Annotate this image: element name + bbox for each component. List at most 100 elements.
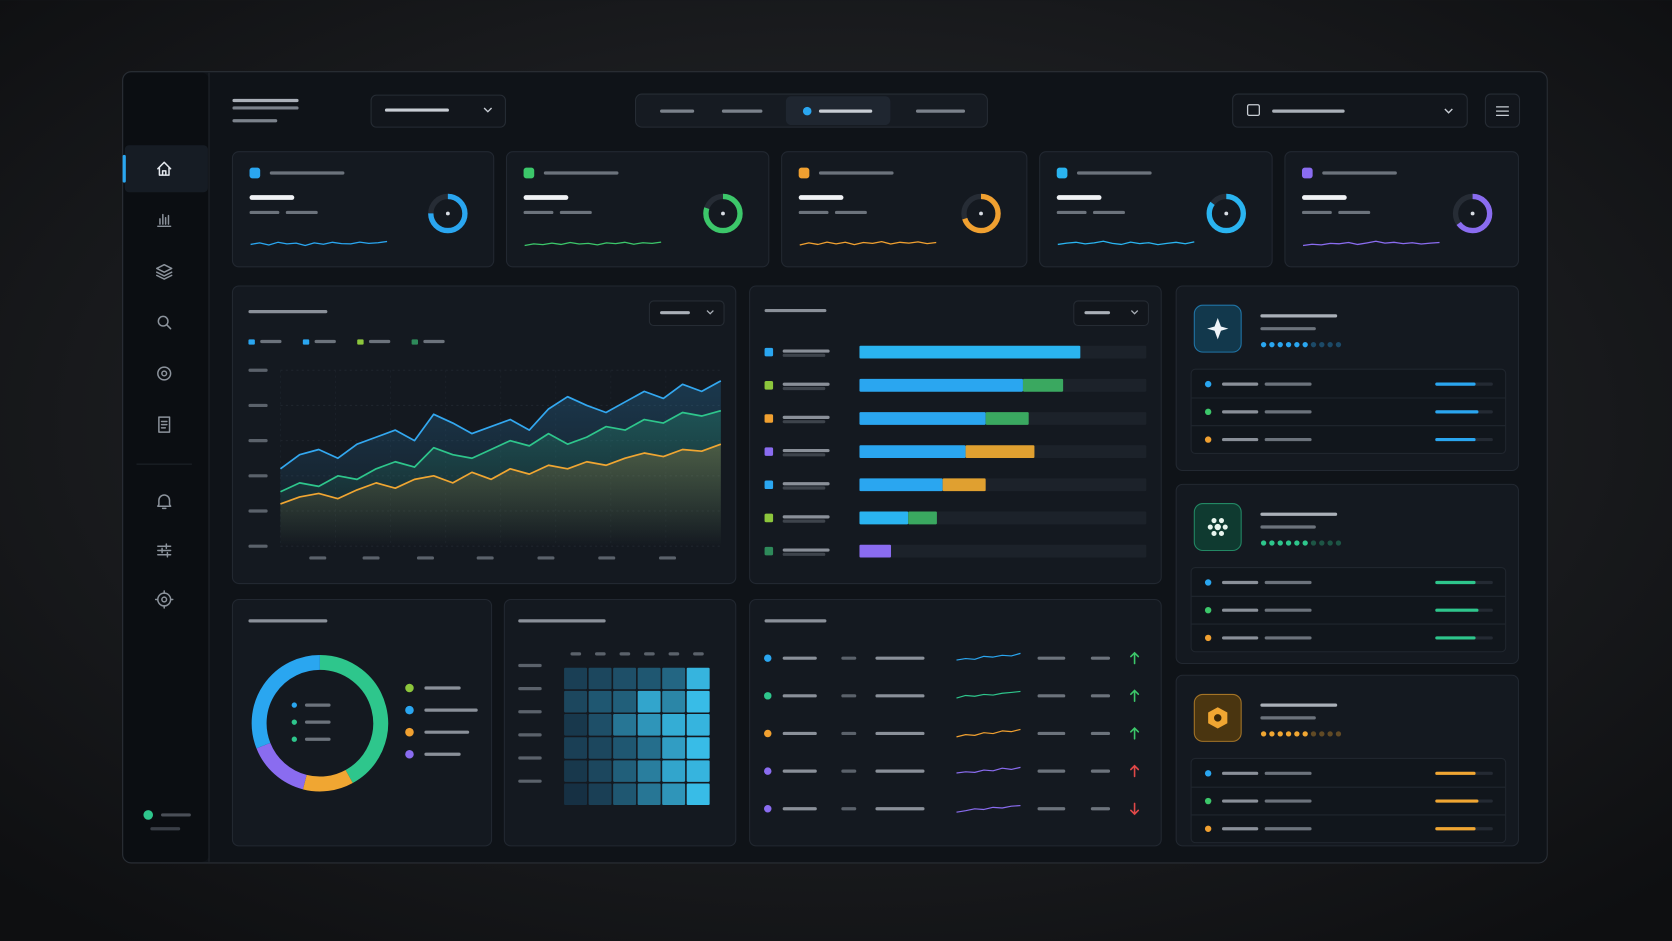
row-dot <box>764 414 774 423</box>
placeholder-text <box>721 109 763 113</box>
chevron <box>706 310 714 315</box>
heat-cell <box>686 690 710 713</box>
placeholder-text <box>1222 410 1259 414</box>
placeholder-text <box>1090 807 1111 811</box>
placeholder-text <box>1264 608 1312 612</box>
app-glyph <box>1207 318 1229 340</box>
sparkline <box>956 690 1021 699</box>
heat-cell <box>662 667 686 690</box>
nav-icon[interactable] <box>157 366 172 381</box>
placeholder-text <box>798 210 829 215</box>
row-dot <box>764 447 774 456</box>
heat-cell <box>662 783 686 806</box>
ring-center <box>1224 211 1229 216</box>
rating-dot <box>1277 731 1283 737</box>
rating-dot <box>1319 540 1325 546</box>
heat-cell <box>613 714 637 736</box>
segment-dot <box>802 106 812 116</box>
placeholder-text <box>559 210 592 215</box>
placeholder-text <box>1090 694 1111 698</box>
placeholder-text <box>384 108 449 112</box>
rating-dot <box>1335 731 1342 737</box>
heat-cell <box>686 714 710 736</box>
legend-dot <box>405 705 414 715</box>
rating-dot <box>1302 342 1308 348</box>
placeholder-text <box>1260 512 1338 516</box>
nav-icon[interactable] <box>156 263 173 280</box>
placeholder-text <box>248 439 268 443</box>
placeholder-text <box>248 619 328 623</box>
placeholder-text <box>260 339 282 344</box>
date-picker[interactable] <box>1232 93 1468 128</box>
bar <box>859 412 986 425</box>
nav-icon[interactable] <box>157 213 172 228</box>
app-glyph <box>1214 714 1222 722</box>
ring-center <box>445 211 450 216</box>
placeholder-text <box>523 195 569 200</box>
heat-cell <box>564 760 588 782</box>
rating-dot <box>1269 731 1275 737</box>
card-dot <box>798 167 810 179</box>
nav-icon[interactable] <box>157 494 172 510</box>
heat-cell <box>613 783 637 806</box>
placeholder-text <box>841 769 857 773</box>
placeholder-text <box>1222 771 1259 775</box>
rating-dot <box>1302 731 1308 737</box>
placeholder-text <box>1084 311 1111 315</box>
nav-icon[interactable] <box>157 315 172 330</box>
ring-center <box>1470 211 1475 216</box>
app-glyph <box>1211 517 1217 524</box>
row-dot <box>764 729 772 738</box>
placeholder-text <box>782 731 817 736</box>
placeholder-text <box>1037 694 1066 698</box>
placeholder-text <box>1076 171 1152 175</box>
placeholder-text <box>841 694 857 698</box>
line-series <box>280 443 722 505</box>
placeholder-text <box>841 807 857 811</box>
placeholder-text <box>248 403 268 408</box>
placeholder-text <box>1090 731 1111 736</box>
rating-dot <box>1269 540 1275 546</box>
placeholder-text <box>1338 210 1371 215</box>
icon-stroke <box>161 596 168 603</box>
list <box>1190 567 1507 653</box>
placeholder-text <box>161 813 191 817</box>
placeholder-text <box>424 730 470 734</box>
placeholder-text <box>782 482 830 486</box>
sparkline <box>1302 240 1440 247</box>
nav-icon[interactable] <box>158 416 171 433</box>
row-dot <box>1204 770 1212 777</box>
heat-cell <box>686 737 710 759</box>
placeholder-text <box>423 339 445 344</box>
nav-icon[interactable] <box>157 161 172 176</box>
calendar-icon <box>1246 104 1260 117</box>
row-dot <box>764 692 772 700</box>
nav-icon[interactable] <box>157 543 172 558</box>
heat-cell <box>686 760 710 782</box>
placeholder-text <box>518 710 542 714</box>
panel <box>781 151 1028 268</box>
bar-track <box>859 544 1147 558</box>
legend-dot <box>405 683 414 693</box>
icon-stroke <box>157 543 172 558</box>
placeholder-text <box>304 703 331 707</box>
placeholder-text <box>518 687 542 691</box>
app-glyph <box>1211 530 1217 537</box>
heat-cell <box>564 714 588 736</box>
trend-arrow <box>1130 726 1140 740</box>
placeholder-text <box>782 382 830 386</box>
placeholder-text <box>875 769 925 773</box>
placeholder-text <box>782 548 830 552</box>
card-dot <box>523 167 535 179</box>
nav-icon[interactable] <box>154 590 174 609</box>
heat-cell <box>613 667 637 690</box>
rating-dot <box>1302 540 1308 546</box>
placeholder-text <box>1322 171 1397 175</box>
dropdown[interactable] <box>1073 300 1149 327</box>
trend-arrow <box>1130 651 1140 665</box>
bar <box>859 345 1081 359</box>
placeholder-text <box>1260 703 1338 707</box>
icon-stroke <box>157 315 169 327</box>
inner-dot <box>291 702 297 708</box>
heat-cell <box>564 737 588 759</box>
